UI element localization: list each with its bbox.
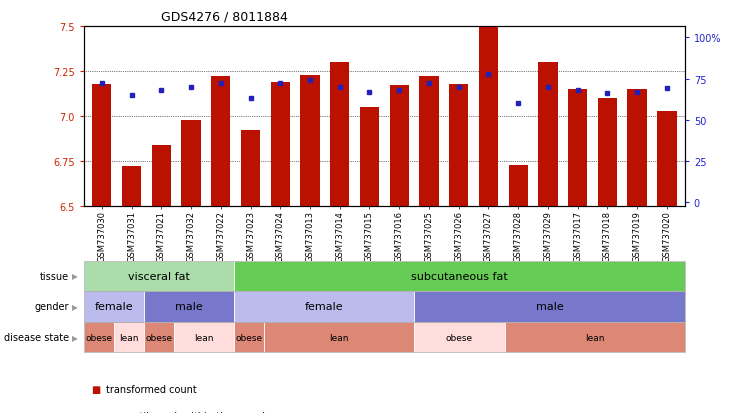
Text: visceral fat: visceral fat bbox=[128, 271, 190, 281]
Bar bbox=[657, 111, 677, 206]
Bar bbox=[360, 108, 379, 206]
Text: ■: ■ bbox=[91, 411, 101, 413]
Text: lean: lean bbox=[119, 333, 139, 342]
Text: lean: lean bbox=[585, 333, 604, 342]
Text: male: male bbox=[175, 301, 203, 312]
Bar bbox=[509, 165, 528, 206]
Text: ▶: ▶ bbox=[72, 333, 77, 342]
Bar bbox=[271, 83, 290, 206]
Bar bbox=[479, 27, 498, 206]
Text: lean: lean bbox=[329, 333, 349, 342]
Bar bbox=[628, 90, 647, 206]
Text: transformed count: transformed count bbox=[106, 385, 196, 394]
Text: female: female bbox=[305, 301, 344, 312]
Bar bbox=[419, 77, 439, 206]
Text: female: female bbox=[95, 301, 134, 312]
Text: lean: lean bbox=[194, 333, 214, 342]
Text: ▶: ▶ bbox=[72, 302, 77, 311]
Bar bbox=[538, 63, 558, 206]
Bar bbox=[568, 90, 588, 206]
Text: GDS4276 / 8011884: GDS4276 / 8011884 bbox=[161, 10, 288, 23]
Text: gender: gender bbox=[35, 301, 69, 312]
Text: obese: obese bbox=[446, 333, 473, 342]
Bar bbox=[330, 63, 350, 206]
Bar bbox=[181, 120, 201, 206]
Text: percentile rank within the sample: percentile rank within the sample bbox=[106, 411, 271, 413]
Text: male: male bbox=[536, 301, 564, 312]
Bar bbox=[390, 86, 409, 206]
Text: disease state: disease state bbox=[4, 332, 69, 342]
Bar bbox=[152, 145, 171, 206]
Text: ■: ■ bbox=[91, 385, 101, 394]
Bar bbox=[122, 167, 141, 206]
Bar bbox=[211, 77, 231, 206]
Bar bbox=[300, 75, 320, 206]
Text: tissue: tissue bbox=[40, 271, 69, 281]
Text: ▶: ▶ bbox=[72, 272, 77, 280]
Text: obese: obese bbox=[236, 333, 263, 342]
Text: subcutaneous fat: subcutaneous fat bbox=[411, 271, 508, 281]
Bar bbox=[241, 131, 260, 206]
Text: obese: obese bbox=[145, 333, 172, 342]
Text: obese: obese bbox=[85, 333, 112, 342]
Bar bbox=[598, 99, 617, 206]
Bar bbox=[92, 84, 112, 206]
Bar bbox=[449, 84, 469, 206]
